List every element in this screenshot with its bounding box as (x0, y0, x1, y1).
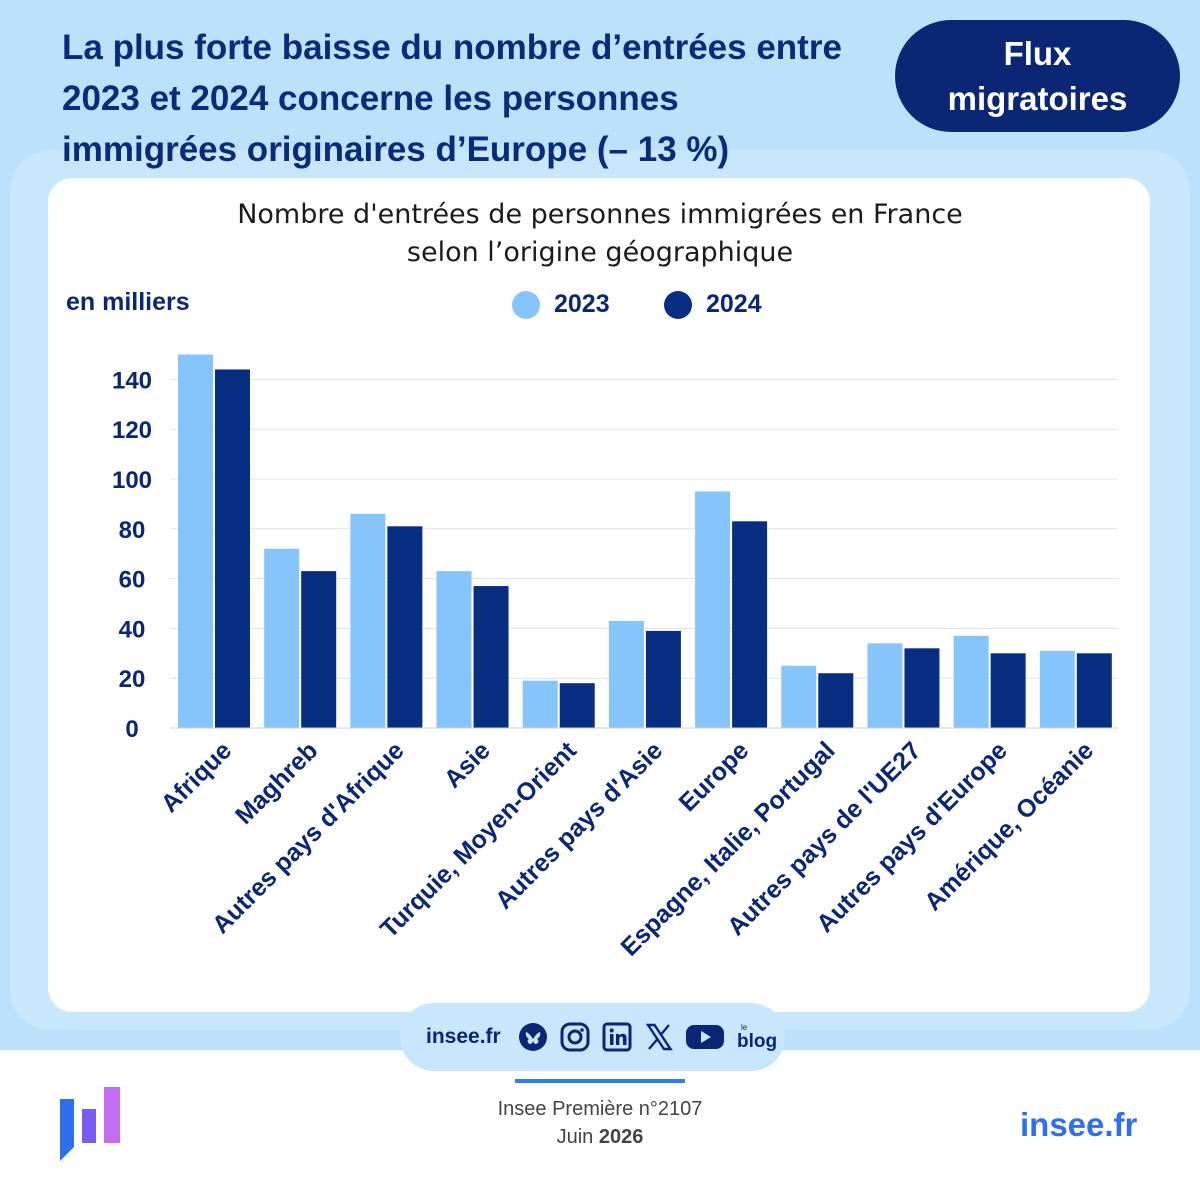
chart-subtitle: selon l’origine géographique (406, 237, 794, 268)
bar-2024 (559, 683, 595, 728)
x-tick-label: Europe (674, 736, 755, 817)
bar-2024 (473, 586, 509, 728)
y-tick-label: 40 (119, 616, 146, 643)
bar-2024 (732, 521, 768, 728)
topic-badge: Flux migratoires (895, 20, 1180, 132)
bar-2023 (781, 665, 817, 728)
legend-label-2024: 2024 (706, 290, 762, 318)
legend-swatch-2023 (512, 290, 540, 319)
legend-swatch-2024 (664, 290, 692, 319)
bar-2024 (990, 653, 1026, 728)
x-tick-label: Afrique (156, 736, 238, 818)
social-site-link[interactable]: insee.fr (426, 1025, 501, 1048)
legend-item-2023: 2023 (512, 290, 610, 319)
bar-2023 (436, 571, 472, 728)
bar-2024 (645, 630, 681, 728)
badge-line-1: Flux (1003, 35, 1072, 72)
bar-2024 (904, 648, 940, 728)
chart-title: Nombre d'entrées de personnes immigrées … (237, 199, 963, 230)
bar-2023 (695, 491, 731, 728)
y-tick-label: 120 (112, 417, 152, 444)
y-tick-label: 140 (112, 367, 152, 394)
publication-info: Insee Première n°2107 Juin 2026 (0, 1095, 1200, 1151)
publication-date: Juin 2026 (0, 1123, 1200, 1151)
bar-2024 (1076, 653, 1112, 728)
bar-2024 (818, 673, 854, 728)
bar-2023 (350, 513, 386, 728)
bar-2024 (215, 369, 250, 728)
y-axis-unit: en milliers (66, 288, 190, 316)
headline: La plus forte baisse du nombre d’entrées… (62, 28, 842, 169)
separator-line (515, 1079, 685, 1083)
publication-name: Insee Première n°2107 (497, 1098, 703, 1120)
publication-year: 2026 (598, 1126, 644, 1148)
bar-2023 (178, 354, 213, 728)
y-tick-label: 60 (119, 567, 146, 594)
y-tick-label: 100 (112, 467, 152, 494)
x-icon[interactable] (643, 1021, 675, 1053)
bar-2023 (1039, 650, 1075, 728)
blog-icon[interactable]: le blog (735, 1021, 779, 1053)
bar-2023 (608, 620, 644, 728)
bar-2023 (867, 643, 903, 728)
y-tick-label: 0 (125, 716, 138, 743)
x-tick-label: Amérique, Océanie (919, 736, 1099, 916)
publication-month: Juin (556, 1126, 594, 1148)
youtube-icon[interactable] (685, 1021, 725, 1053)
x-tick-label: Autres pays d'Asie (490, 736, 668, 914)
bluesky-icon[interactable] (517, 1021, 549, 1053)
chart-title-block: Nombre d'entrées de personnes immigrées … (0, 196, 1200, 272)
bar-2023 (522, 680, 558, 728)
footer-site-link[interactable]: insee.fr (1020, 1106, 1138, 1143)
social-bar: insee.fr le blog (400, 1003, 785, 1071)
bar-2024 (301, 571, 337, 728)
y-tick-label: 80 (119, 517, 146, 544)
blog-label: blog (737, 1031, 777, 1052)
legend-label-2023: 2023 (554, 290, 610, 318)
bar-2024 (387, 526, 423, 728)
blog-prefix: le (741, 1023, 748, 1032)
y-tick-label: 20 (119, 666, 146, 693)
bar-2023 (264, 548, 300, 728)
linkedin-icon[interactable] (601, 1021, 633, 1053)
insee-logo (60, 1087, 120, 1161)
badge-line-2: migratoires (947, 80, 1128, 117)
legend-item-2024: 2024 (664, 290, 762, 319)
bar-2023 (953, 635, 989, 728)
x-tick-label: Asie (439, 736, 496, 793)
instagram-icon[interactable] (559, 1021, 591, 1053)
